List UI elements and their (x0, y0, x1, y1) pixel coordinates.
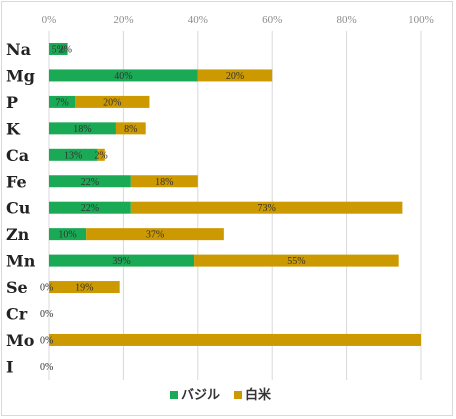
category-label: Ca (6, 146, 29, 165)
x-tick-label: 60% (262, 14, 282, 26)
data-label: 18% (155, 177, 173, 188)
data-label: 0% (40, 362, 53, 373)
data-label: 19% (75, 283, 93, 294)
bar-rice (115, 122, 146, 135)
data-label: 20% (103, 97, 121, 108)
data-label: 39% (112, 256, 130, 267)
legend-label-basil: バジル (181, 388, 220, 403)
legend-swatch-basil (170, 391, 178, 399)
data-label: 18% (73, 124, 91, 135)
x-tick-label: 20% (113, 14, 133, 26)
x-tick-label: 40% (188, 14, 208, 26)
category-label: I (6, 357, 13, 376)
x-tick-label: 0% (42, 14, 57, 26)
data-label: 55% (287, 256, 305, 267)
bars (49, 43, 421, 346)
bar-rice (130, 175, 198, 188)
bar-basil (49, 122, 116, 135)
category-labels: Na Mg PK Ca Fe Cu Zn Mn Se Cr Mo I (6, 40, 36, 376)
data-label: 2% (59, 45, 72, 56)
data-label: 10% (58, 230, 76, 241)
data-label: 20% (226, 71, 244, 82)
x-tick-label: 100% (408, 14, 434, 26)
category-label: Mn (6, 252, 36, 271)
data-label: 8% (124, 124, 137, 135)
bar-basil (49, 254, 195, 267)
category-label: Fe (6, 172, 27, 191)
legend-swatch-rice (234, 391, 242, 399)
data-label: 37% (146, 230, 164, 241)
bar-rice (49, 333, 421, 346)
bar-rice (130, 201, 403, 214)
legend: バジル 白米 (170, 387, 272, 403)
data-label: 0% (40, 283, 53, 294)
x-axis-ticks: 0% 20% 40% 60% 80% 100% (42, 14, 434, 26)
category-label: Mo (6, 331, 35, 350)
bar-rice (194, 254, 399, 267)
bar-basil (49, 69, 198, 82)
data-label: 73% (257, 203, 275, 214)
data-label: 5% (52, 45, 65, 56)
data-label: 22% (81, 203, 99, 214)
category-label: Cr (6, 305, 28, 324)
bar-rice (97, 148, 105, 161)
data-label: 40% (114, 71, 132, 82)
bar-basil (49, 175, 131, 188)
category-label: Cu (6, 199, 31, 218)
bar-rice (86, 228, 224, 241)
bar-basil (49, 201, 131, 214)
category-label: K (6, 119, 21, 138)
data-label: 0% (40, 309, 53, 320)
x-tick-label: 80% (337, 14, 357, 26)
data-label: 13% (64, 150, 82, 161)
data-label: 7% (55, 97, 68, 108)
category-label: Mg (6, 66, 35, 85)
bar-rice (75, 95, 150, 108)
bar-basil (49, 95, 76, 108)
data-label: 2% (94, 150, 107, 161)
category-label: P (6, 93, 18, 112)
category-label: Zn (6, 225, 30, 244)
bar-rice (197, 69, 273, 82)
data-label: 22% (81, 177, 99, 188)
bar-basil (49, 148, 98, 161)
bar-rice (49, 281, 120, 294)
bar-basil (49, 228, 87, 241)
category-label: Se (6, 278, 28, 297)
data-label: 0% (40, 335, 53, 346)
legend-label-rice: 白米 (245, 387, 272, 403)
data-labels: 5%2%40% 20%7% 20%18% 8%13% 2%22% 18%22% 73%10%… (40, 45, 306, 373)
bar-basil (49, 43, 68, 55)
category-label: Na (6, 40, 31, 59)
